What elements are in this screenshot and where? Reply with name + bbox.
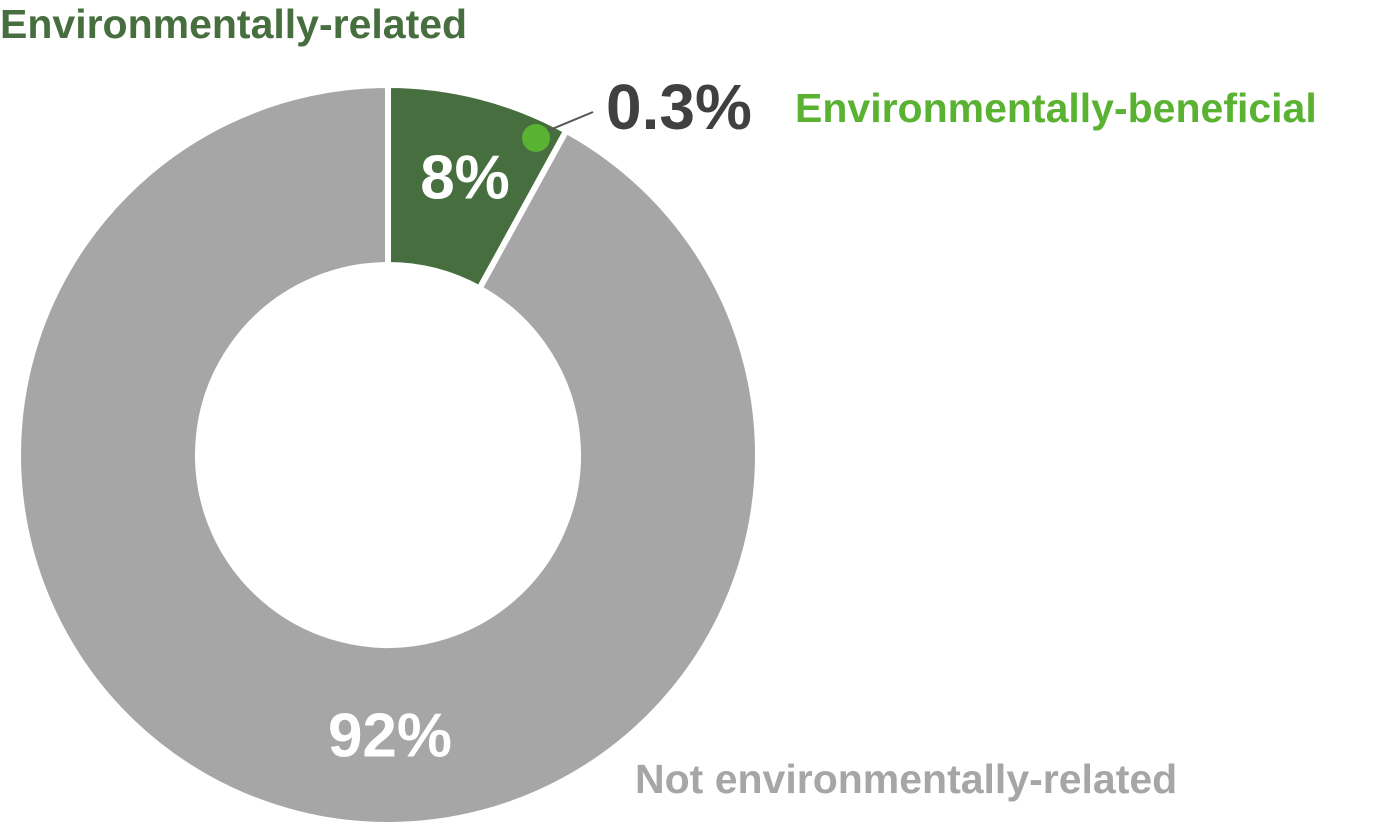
category-label: Environmentally-related bbox=[0, 1, 467, 47]
leader-line bbox=[539, 111, 594, 135]
category-label: Not environmentally-related bbox=[635, 756, 1177, 802]
highlight-value-label: 0.3% bbox=[606, 71, 752, 143]
highlight-label: Environmentally-beneficial bbox=[795, 85, 1317, 131]
slice-value-label: 8% bbox=[420, 143, 510, 212]
highlight-dot bbox=[522, 124, 550, 152]
slice bbox=[15, 81, 761, 828]
slice-value-label: 92% bbox=[328, 701, 452, 770]
